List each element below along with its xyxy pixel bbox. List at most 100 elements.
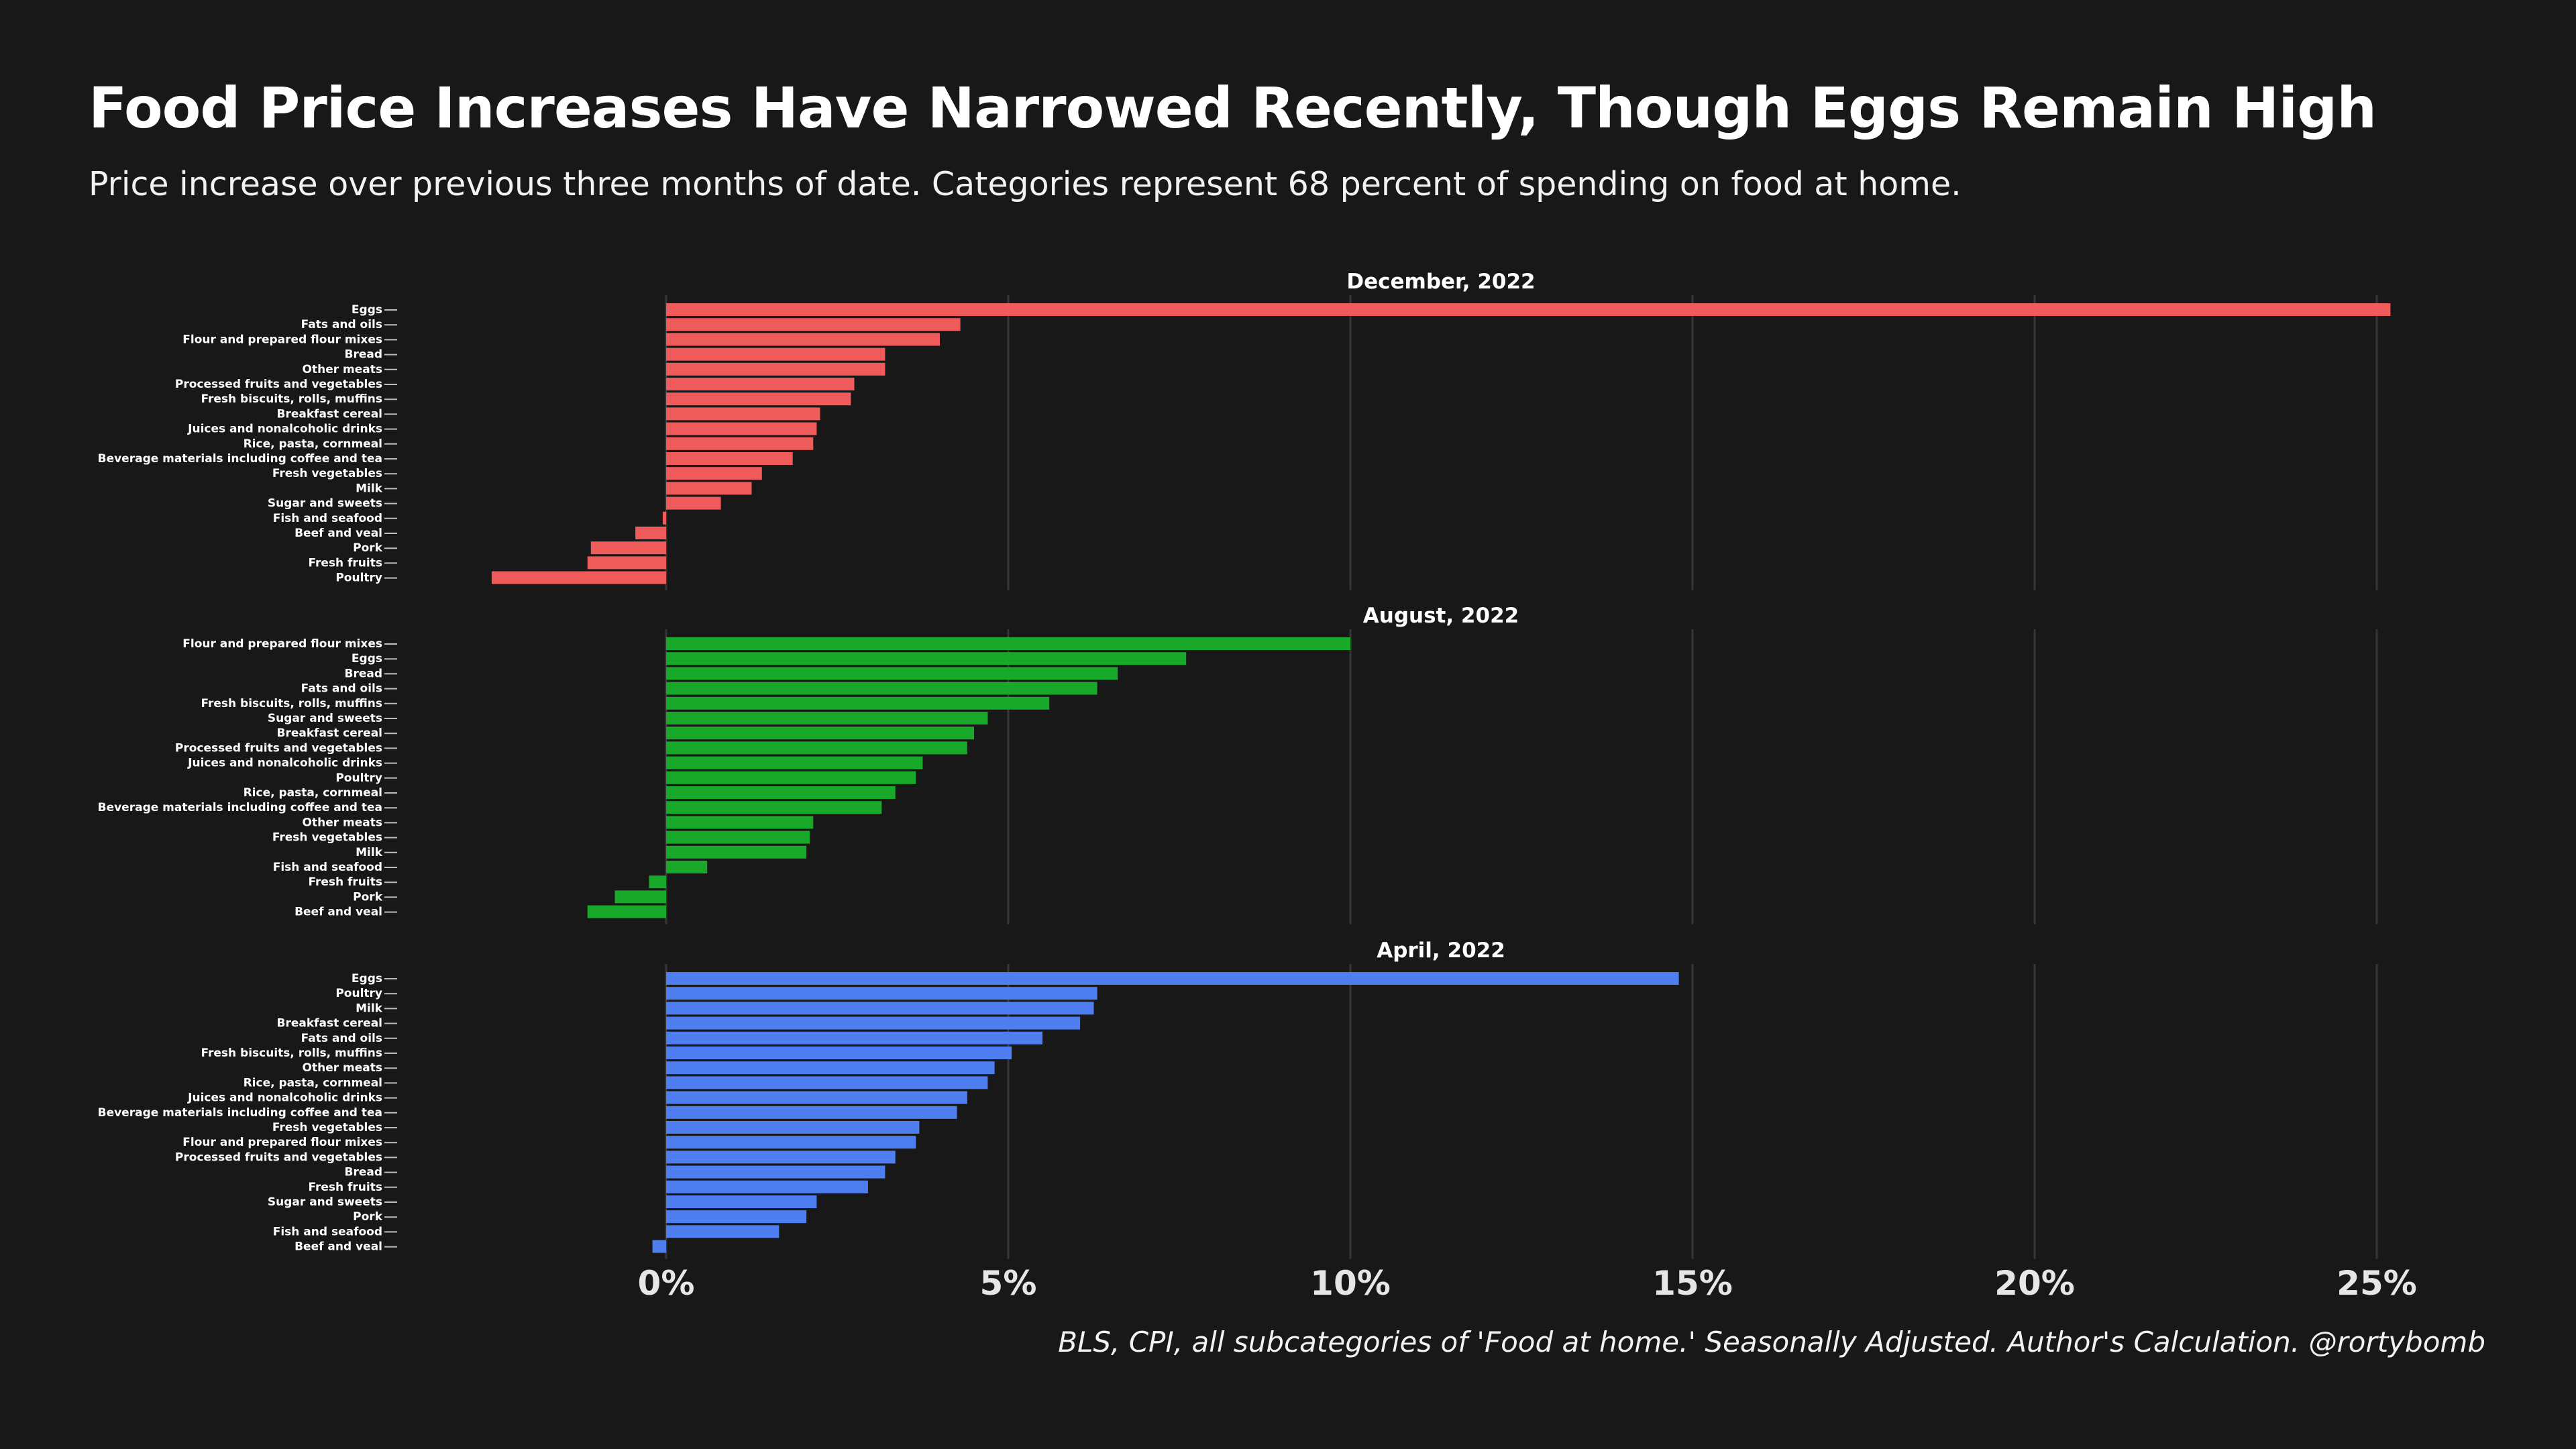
bar-august-4 [666, 696, 1050, 710]
category-label-april-10: Fresh vegetables [272, 1121, 382, 1134]
category-label-august-2: Bread [344, 667, 382, 680]
category-label-april-4: Fats and oils [301, 1032, 382, 1045]
bar-august-6 [666, 727, 974, 740]
bar-august-5 [666, 712, 988, 724]
bar-april-9 [666, 1106, 957, 1119]
bar-august-10 [666, 786, 896, 799]
category-label-december-2: Flour and prepared flour mixes [182, 333, 382, 346]
bar-december-9 [666, 437, 814, 450]
category-label-december-8: Juices and nonalcoholic drinks [187, 423, 382, 436]
category-label-april-18: Beef and veal [294, 1240, 382, 1254]
bar-august-9 [666, 771, 916, 784]
bar-august-18 [587, 905, 666, 918]
category-label-april-8: Juices and nonalcoholic drinks [187, 1091, 382, 1105]
category-label-december-9: Rice, pasta, cornmeal [244, 437, 382, 451]
bar-april-1 [666, 987, 1097, 1000]
category-label-august-5: Sugar and sweets [268, 712, 382, 725]
facet-title-august: August, 2022 [1363, 604, 1519, 628]
bar-december-18 [491, 571, 666, 584]
bar-april-14 [666, 1180, 868, 1193]
bar-april-3 [666, 1016, 1081, 1030]
bar-august-0 [666, 637, 1350, 650]
bar-august-17 [614, 890, 666, 904]
x-tick-label-25: 25% [2337, 1264, 2417, 1303]
category-label-april-12: Processed fruits and vegetables [175, 1150, 382, 1164]
bar-december-11 [666, 467, 762, 480]
bar-december-14 [662, 511, 666, 525]
bar-august-15 [666, 861, 708, 873]
category-label-august-18: Beef and veal [294, 906, 382, 919]
bar-december-1 [666, 318, 961, 331]
category-label-april-16: Pork [353, 1210, 383, 1224]
bar-august-13 [666, 830, 810, 844]
bar-april-10 [666, 1121, 920, 1134]
bar-august-7 [666, 741, 967, 755]
chart-title: Food Price Increases Have Narrowed Recen… [89, 75, 2377, 141]
category-label-april-9: Beverage materials including coffee and … [98, 1106, 382, 1120]
category-label-august-4: Fresh biscuits, rolls, muffins [201, 697, 382, 710]
bar-april-12 [666, 1150, 896, 1164]
category-label-december-15: Beef and veal [294, 527, 382, 540]
bar-august-8 [666, 756, 923, 769]
category-label-december-4: Other meats [303, 363, 382, 376]
source-caption: BLS, CPI, all subcategories of 'Food at … [1058, 1326, 2485, 1358]
bar-april-7 [666, 1076, 988, 1089]
bar-april-17 [666, 1225, 780, 1238]
category-label-december-3: Bread [344, 348, 382, 362]
category-label-december-12: Milk [356, 482, 383, 495]
category-label-december-11: Fresh vegetables [272, 467, 382, 480]
bar-december-12 [666, 482, 752, 495]
bar-december-4 [666, 362, 885, 376]
bar-august-12 [666, 816, 814, 829]
category-label-april-17: Fish and seafood [273, 1225, 382, 1238]
category-label-december-18: Poultry [335, 572, 382, 585]
bar-april-13 [666, 1165, 885, 1179]
x-tick-label-5: 5% [980, 1264, 1037, 1303]
bar-december-3 [666, 347, 885, 361]
bar-april-2 [666, 1002, 1094, 1015]
category-label-april-1: Poultry [335, 987, 382, 1000]
x-tick-label-0: 0% [638, 1264, 695, 1303]
category-label-april-2: Milk [356, 1002, 383, 1015]
category-label-december-16: Pork [353, 541, 383, 555]
bar-april-5 [666, 1046, 1012, 1059]
category-label-august-9: Poultry [335, 771, 382, 785]
bar-august-3 [666, 682, 1097, 695]
bar-april-11 [666, 1136, 916, 1149]
chart-subtitle: Price increase over previous three month… [89, 165, 1962, 203]
x-tick-label-20: 20% [1994, 1264, 2075, 1303]
category-label-december-17: Fresh fruits [308, 556, 382, 570]
category-label-december-1: Fats and oils [301, 318, 382, 331]
facet-title-december: December, 2022 [1346, 270, 1535, 294]
category-label-april-6: Other meats [303, 1061, 382, 1075]
category-label-december-13: Sugar and sweets [268, 497, 382, 511]
category-label-december-7: Breakfast cereal [277, 407, 383, 421]
facet-title-april: April, 2022 [1377, 938, 1505, 963]
x-tick-label-10: 10% [1310, 1264, 1391, 1303]
bar-december-16 [590, 541, 666, 555]
category-label-august-8: Juices and nonalcoholic drinks [187, 757, 382, 770]
bar-august-16 [649, 875, 666, 889]
category-label-august-6: Breakfast cereal [277, 727, 383, 740]
category-label-august-13: Fresh vegetables [272, 831, 382, 845]
bar-april-15 [666, 1195, 817, 1208]
category-label-august-16: Fresh fruits [308, 875, 382, 889]
category-label-december-5: Processed fruits and vegetables [175, 378, 382, 391]
category-label-april-3: Breakfast cereal [277, 1017, 383, 1030]
bar-december-2 [666, 333, 940, 346]
category-label-august-7: Processed fruits and vegetables [175, 741, 382, 755]
bar-august-11 [666, 801, 882, 814]
category-label-december-10: Beverage materials including coffee and … [98, 452, 382, 466]
category-label-april-13: Bread [344, 1166, 382, 1179]
category-label-december-14: Fish and seafood [273, 512, 382, 525]
category-label-august-11: Beverage materials including coffee and … [98, 801, 382, 814]
bar-april-4 [666, 1031, 1042, 1044]
bar-december-17 [587, 556, 666, 570]
category-label-april-5: Fresh biscuits, rolls, muffins [201, 1046, 382, 1060]
category-label-august-0: Flour and prepared flour mixes [182, 637, 382, 651]
category-label-april-0: Eggs [352, 972, 382, 985]
category-label-april-7: Rice, pasta, cornmeal [244, 1076, 382, 1089]
bar-december-10 [666, 452, 793, 465]
bar-april-0 [666, 972, 1679, 985]
